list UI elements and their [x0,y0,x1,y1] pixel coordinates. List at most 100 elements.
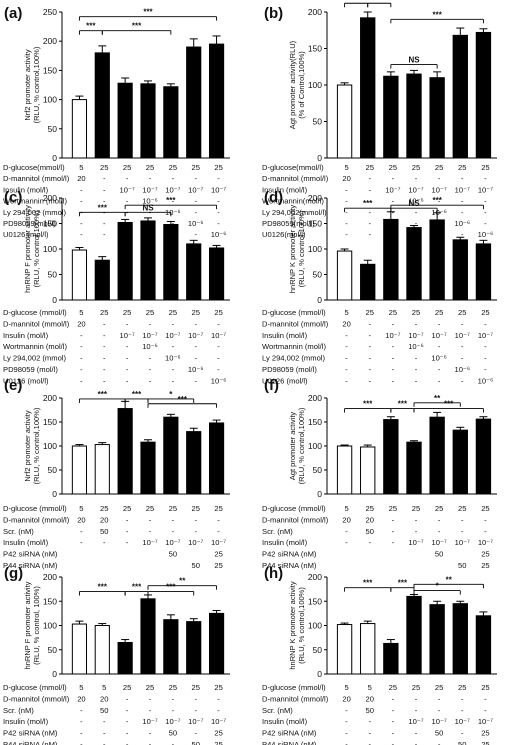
treatment-cell: - [461,319,464,328]
treatment-row-label: P42 siRNA (nM) [3,550,58,559]
chart-panel-1: (a) Nrf2 promoter activity (RLU, % control… [3,5,230,239]
y-tick-label: 150 [308,219,322,229]
treatment-cell: 25 [458,163,466,172]
treatment-cell: 25 [169,163,177,172]
treatment-cell: - [149,174,152,183]
treatment-cell: 50 [169,550,177,559]
bar [429,416,445,495]
treatment-cell: - [103,729,106,738]
bar [117,221,133,301]
treatment-cell: - [103,319,106,328]
treatment-row-label: Insulin (mol/l) [3,185,49,194]
treatment-cell: 10⁻⁷ [211,538,226,547]
treatment-cell: 20 [365,515,373,524]
treatment-cell: - [103,185,106,194]
treatment-cell: 10⁻⁷ [188,331,203,340]
treatment-cell: - [126,365,129,374]
treatment-cell: - [172,527,175,536]
bar [94,444,110,495]
significance-label: *** [132,22,142,31]
treatment-cell: 25 [435,308,443,317]
treatment-row-label: P42 siRNA (nM) [3,729,58,738]
panel-letter: (g) [4,565,23,582]
treatment-cell: - [172,706,175,715]
y-tick-label: 100 [43,441,57,451]
treatment-cell: - [438,515,441,524]
treatment-row-label: P44 siRNA (nM) [262,561,317,570]
treatment-cell: 10⁻⁶ [408,197,424,206]
treatment-cell: - [415,694,418,703]
treatment-row-label: D-glucose (mmol/l) [262,308,326,317]
treatment-cell: 20 [342,694,350,703]
treatment-cell: 25 [481,740,489,745]
treatment-cell: - [126,342,129,351]
treatment-cell: 10⁻⁶ [454,219,470,228]
treatment-cell: 10⁻⁷ [455,331,470,340]
treatment-cell: 50 [458,561,466,570]
bar [452,603,468,675]
panel-letter: (h) [264,565,283,582]
significance-label: * [169,390,173,399]
treatment-cell: - [217,694,220,703]
treatment-cell: - [438,376,441,385]
treatment-cell: 10⁻⁷ [142,331,157,340]
treatment-row-label: Insulin (mol/l) [262,538,308,547]
y-tick-label: 150 [308,44,322,54]
treatment-cell: - [345,527,348,536]
treatment-cell: 10⁻⁷ [165,185,180,194]
treatment-cell: 10⁻⁷ [165,538,180,547]
chart-panel-7: (g)hnRNP F promoter activity (RLU, % cont… [3,565,230,745]
treatment-cell: - [392,527,395,536]
treatment-cell: - [368,717,371,726]
treatment-cell: 10⁻⁷ [478,185,493,194]
treatment-cell: - [438,706,441,715]
treatment-cell: - [392,376,395,385]
y-tick-label: 0 [52,295,57,305]
treatment-cell: - [345,706,348,715]
treatment-cell: 10⁻⁶ [431,354,447,363]
treatment-cell: - [149,694,152,703]
treatment-cell: 25 [481,729,489,738]
y-tick-label: 100 [308,244,322,254]
significance-label: * [436,582,440,591]
treatment-cell: 25 [191,163,199,172]
y-tick-label: 100 [308,621,322,631]
treatment-cell: 25 [191,504,199,513]
treatment-row-label: PD98059(mol/l) [262,219,315,228]
treatment-cell: - [461,515,464,524]
treatment-cell: - [103,365,106,374]
y-tick-label: 250 [43,7,57,17]
treatment-row-label: D-mannitol (mmol/l) [262,694,329,703]
significance-label: NS [142,203,154,212]
panel-letter: (f) [264,377,279,394]
treatment-cell: - [103,342,106,351]
treatment-cell: - [194,706,197,715]
bar [163,619,179,675]
treatment-cell: 25 [481,504,489,513]
treatment-cell: 10⁻⁷ [188,185,203,194]
treatment-row-label: D-mannitol (mmol/l) [3,174,70,183]
chart-panel-6: (f) Agt promoter activity (RLU, % control,… [262,377,497,570]
treatment-cell: 50 [435,550,443,559]
y-axis-label: Agt promoter activity(RLU) [288,40,297,129]
y-tick-label: 150 [308,417,322,427]
bar [208,43,225,159]
significance-label: *** [86,22,96,31]
y-tick-label: 100 [43,95,57,105]
treatment-cell: - [80,740,83,745]
treatment-cell: 25 [123,683,131,692]
treatment-cell: - [172,219,175,228]
treatment-cell: - [217,515,220,524]
treatment-cell: - [172,365,175,374]
significance-label: *** [98,390,108,399]
treatment-row-label: Scr. (nM) [3,706,34,715]
treatment-cell: - [217,365,220,374]
treatment-cell: - [80,342,83,351]
panel-letter: (a) [4,5,22,22]
treatment-cell: - [345,365,348,374]
treatment-cell: 25 [214,308,222,317]
y-tick-label: 50 [313,645,323,655]
treatment-cell: 10⁻⁶ [454,365,470,374]
treatment-cell: - [415,174,418,183]
treatment-cell: - [217,342,220,351]
